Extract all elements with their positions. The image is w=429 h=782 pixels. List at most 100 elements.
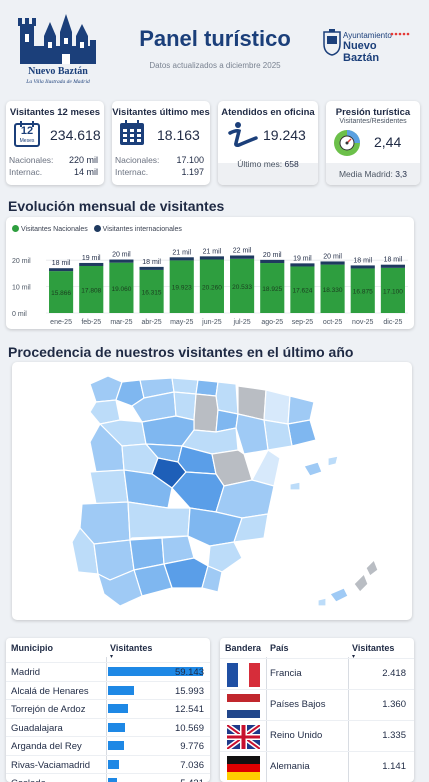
municipio-name: Alcalá de Henares — [11, 685, 89, 697]
x-tick-label: oct-25 — [323, 319, 343, 326]
visitantes-bar — [108, 722, 125, 732]
col-header-municipio[interactable]: Municipio — [11, 643, 53, 653]
bar-national — [109, 262, 134, 313]
province-canarias-1 — [329, 587, 349, 603]
province-barcelona — [287, 419, 317, 447]
bar-national-label: 18.925 — [262, 286, 282, 293]
table-row[interactable]: Rivas-Vaciamadrid 7.036 — [6, 754, 210, 773]
x-tick-label: mar-25 — [110, 319, 132, 326]
calendar-grid-icon — [120, 120, 144, 145]
netherlands-flag-icon — [227, 694, 260, 718]
bar-total-label: 20 mil — [112, 252, 131, 259]
map-section-title: Procedencia de nuestros visitantes en el… — [8, 344, 354, 360]
x-tick-label: ago-25 — [261, 319, 283, 326]
bar-national-label: 17.100 — [383, 288, 403, 295]
col-header-bandera[interactable]: Bandera — [225, 643, 262, 653]
x-tick-label: ene-25 — [50, 319, 72, 326]
col-header-visitantes[interactable]: Visitantes — [110, 643, 153, 653]
municipio-name: Arganda del Rey — [11, 741, 82, 752]
kpi-subtitle: Visitantes/Residentes — [339, 118, 407, 125]
kpi-visitors-12-months: Visitantes 12 meses 12 Meses 234.618 Nac… — [6, 101, 104, 185]
bar-total-label: 20 mil — [263, 252, 282, 259]
column-divider — [266, 657, 267, 782]
visitantes-bar — [108, 685, 134, 695]
table-row[interactable]: Torrejón de Ardoz 12.541 — [6, 699, 210, 717]
bar-international — [49, 268, 74, 272]
bar-total-label: 18 mil — [142, 259, 161, 266]
legend-national-label: Visitantes Nacionales — [21, 226, 88, 233]
logo-left-name: Nuevo Baztán — [28, 66, 88, 77]
province-zaragoza — [235, 413, 269, 455]
table-row[interactable]: Francia 2.418 — [220, 658, 414, 689]
table-row[interactable]: Arganda del Rey 9.776 — [6, 736, 210, 754]
visitantes-bar — [108, 778, 117, 782]
calendar-label: Meses — [19, 138, 35, 144]
last-month-value: 658 — [284, 159, 299, 169]
bar-international — [380, 264, 405, 268]
col-header-pais[interactable]: País — [270, 643, 289, 653]
province-canarias-3 — [365, 558, 379, 577]
bar-international — [169, 257, 194, 261]
municipio-name: Guadalajara — [11, 722, 63, 734]
madrid-avg-label: Media Madrid: — [338, 169, 393, 179]
province-vizcaya — [195, 379, 219, 397]
table-row[interactable]: Reino Unido 1.335 — [220, 720, 414, 752]
y-tick-label: 10 mil — [12, 285, 31, 292]
bar-total-label: 21 mil — [172, 249, 191, 256]
coat-of-arms-icon — [323, 29, 341, 56]
bar-national-label: 20.260 — [202, 284, 222, 291]
province-baleares-2 — [327, 455, 339, 467]
table-row[interactable]: Alemania 1.141 — [220, 751, 414, 782]
madrid-avg-value: 3,3 — [395, 169, 408, 179]
table-row[interactable]: Coslada 5.431 — [6, 773, 210, 782]
logo-right-line1: Ayuntamiento — [343, 31, 392, 40]
logo-right-line2: Nuevo Baztán — [343, 40, 380, 64]
chart-section-title: Evolución mensual de visitantes — [8, 198, 225, 214]
col-header-visitantes[interactable]: Visitantes — [352, 643, 395, 653]
national-label: Nacionales: — [9, 155, 54, 165]
monthly-bar-chart: 20 mil 10 mil 0 mil 15.866 18 mil ene-25 17.80… — [12, 247, 408, 326]
bar-national-label: 20.533 — [232, 284, 252, 291]
bar-national-label: 19.923 — [172, 285, 192, 292]
visitantes-value: 9.776 — [180, 741, 204, 752]
international-value: 14 mil — [73, 167, 98, 177]
nuevo-baztan-logo: Nuevo Baztán La Villa Ilustrada de Madri… — [14, 10, 102, 90]
bar-national — [350, 268, 375, 313]
bar-national — [290, 266, 315, 313]
table-row[interactable]: Madrid 59.143 — [6, 662, 210, 680]
kpi-value: 19.243 — [263, 127, 306, 143]
municipio-name: Madrid — [11, 667, 41, 678]
bar-total-label: 22 mil — [233, 247, 252, 254]
province-burgos — [193, 393, 219, 433]
bar-international — [79, 262, 104, 266]
sort-desc-icon[interactable]: ▾ — [352, 654, 356, 660]
sort-desc-icon[interactable]: ▾ — [110, 654, 114, 660]
spain-map-card — [12, 362, 412, 620]
kpi-value: 2,44 — [374, 134, 402, 150]
bar-national — [199, 259, 224, 313]
national-value: 17.100 — [176, 155, 204, 165]
bar-national — [380, 267, 405, 313]
bar-international — [139, 266, 164, 270]
municipio-name: Torrejón de Ardoz — [11, 704, 86, 715]
table-row[interactable]: Guadalajara 10.569 — [6, 717, 210, 736]
visitantes-value: 1.141 — [382, 761, 406, 772]
bar-national-label: 16.315 — [142, 289, 162, 296]
province-tarragona — [263, 419, 293, 451]
visitantes-value: 15.993 — [174, 685, 204, 697]
france-flag-icon — [227, 663, 260, 687]
province-navarra — [215, 381, 239, 415]
visitantes-value: 1.335 — [382, 730, 406, 741]
page-subtitle: Datos actualizados a diciembre 2025 — [149, 61, 281, 70]
legend-international-dot — [93, 225, 101, 232]
table-row[interactable]: Alcalá de Henares 15.993 — [6, 680, 210, 699]
x-tick-label: sep-25 — [292, 319, 314, 326]
kpi-value: 234.618 — [50, 127, 101, 143]
bar-national — [79, 265, 104, 313]
bar-national-label: 18.330 — [323, 287, 343, 294]
column-divider — [348, 657, 349, 782]
visitantes-value: 12.541 — [174, 704, 204, 715]
table-row[interactable]: Países Bajos 1.360 — [220, 689, 414, 720]
province-alicante — [233, 513, 269, 543]
bar-total-label: 19 mil — [82, 255, 101, 262]
